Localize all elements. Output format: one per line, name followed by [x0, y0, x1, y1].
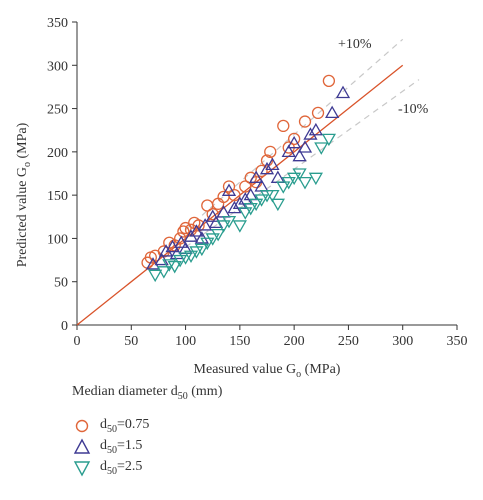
point-d50-15 — [297, 140, 313, 153]
minus-10-annotation: -10% — [398, 102, 429, 117]
triangle-down-marker-icon — [73, 461, 91, 477]
y-tick-label: 300 — [47, 59, 68, 74]
scatter-chart: 0 50 100 150 200 250 300 350 0 50 100 150 200 250 300 3… — [15, 16, 468, 380]
legend-item-d50-25: d50=2.5 — [72, 458, 332, 478]
x-tick-label: 50 — [124, 334, 138, 349]
point-d50-075 — [287, 132, 301, 146]
legend-item-d50-075: d50=0.75 — [72, 416, 332, 436]
point-d50-15 — [281, 144, 296, 158]
x-axis-label: Measured value Go (MPa) — [194, 362, 341, 380]
x-tick-label: 100 — [175, 334, 196, 349]
point-d50-15 — [259, 161, 275, 175]
point-d50-25 — [270, 198, 285, 212]
point-d50-15 — [227, 200, 242, 214]
point-d50-25 — [194, 243, 209, 257]
point-d50-075 — [239, 180, 252, 193]
legend-title: Median diameter d50 (mm) — [72, 384, 223, 402]
point-d50-075 — [277, 119, 290, 133]
y-tick-label: 200 — [47, 146, 68, 161]
y-tick-label: 150 — [47, 189, 68, 204]
circle-marker-icon — [75, 419, 89, 432]
point-d50-25 — [216, 220, 231, 233]
point-d50-25 — [249, 198, 264, 212]
point-d50-25 — [183, 250, 199, 264]
point-d50-075 — [173, 232, 187, 245]
point-d50-15 — [197, 218, 213, 231]
point-d50-15 — [292, 148, 307, 162]
point-d50-25 — [205, 233, 220, 246]
point-d50-075 — [322, 74, 336, 88]
point-d50-075 — [177, 225, 190, 238]
legend-label: d50=2.5 — [100, 458, 143, 477]
y-tick-label: 100 — [47, 232, 68, 247]
point-d50-25 — [321, 133, 337, 147]
point-d50-15 — [174, 235, 189, 248]
point-d50-15 — [325, 105, 340, 119]
legend-label: d50=0.75 — [100, 416, 150, 435]
point-d50-15 — [308, 122, 323, 136]
point-d50-15 — [189, 224, 204, 237]
point-d50-25 — [156, 266, 171, 279]
point-d50-15 — [265, 157, 280, 170]
legend-item-d50-15: d50=1.5 — [72, 437, 332, 457]
point-d50-25 — [189, 246, 204, 259]
point-d50-25 — [211, 228, 226, 242]
point-d50-075 — [222, 180, 236, 193]
data-points — [141, 74, 351, 283]
point-d50-25 — [232, 220, 247, 233]
x-tick-label: 0 — [74, 334, 81, 349]
point-d50-25 — [308, 172, 323, 186]
point-d50-15 — [287, 135, 302, 149]
point-d50-15 — [249, 170, 264, 183]
point-d50-15 — [221, 183, 237, 196]
reference-line-minus-10 — [185, 79, 420, 248]
point-d50-15 — [158, 244, 174, 257]
legend-label: d50=1.5 — [100, 437, 143, 456]
point-d50-075 — [260, 154, 274, 167]
point-d50-25 — [167, 260, 182, 274]
y-tick-label: 0 — [61, 319, 68, 334]
y-tick-label: 250 — [47, 103, 68, 118]
point-d50-25 — [162, 259, 177, 272]
plus-10-annotation: +10% — [338, 37, 372, 52]
x-tick-label: 150 — [229, 334, 250, 349]
point-d50-15 — [335, 85, 351, 99]
point-d50-075 — [264, 145, 277, 159]
point-d50-25 — [297, 177, 313, 190]
point-d50-25 — [314, 142, 329, 155]
point-d50-25 — [148, 269, 163, 283]
point-d50-075 — [298, 115, 312, 128]
point-d50-25 — [173, 254, 188, 268]
point-d50-25 — [254, 194, 269, 207]
point-d50-25 — [243, 202, 258, 216]
point-d50-25 — [292, 168, 307, 181]
point-d50-25 — [200, 237, 215, 251]
point-d50-25 — [238, 207, 253, 220]
point-d50-25 — [276, 181, 291, 194]
y-tick-label: 350 — [47, 16, 68, 31]
point-d50-15 — [303, 127, 318, 140]
legend: Median diameter d50 (mm) d50=0.75 d50=1.… — [72, 384, 332, 479]
point-d50-075 — [311, 106, 325, 120]
triangle-up-marker-icon — [73, 438, 91, 454]
y-tick-label: 50 — [54, 276, 68, 291]
point-d50-075 — [163, 236, 176, 249]
y-axis-label: Predicted value Go (MPa) — [15, 122, 33, 267]
point-d50-25 — [287, 172, 302, 186]
point-d50-075 — [192, 219, 205, 232]
point-d50-25 — [221, 215, 237, 229]
axes: 0 50 100 150 200 250 300 350 0 50 100 150 200 250 300 3… — [47, 16, 468, 349]
x-tick-label: 300 — [392, 334, 413, 349]
point-d50-25 — [281, 177, 296, 190]
point-d50-075 — [206, 208, 219, 221]
reference-line-plus-10 — [185, 38, 404, 231]
x-tick-label: 350 — [447, 334, 468, 349]
x-tick-label: 250 — [338, 334, 359, 349]
point-d50-25 — [265, 189, 280, 203]
x-tick-label: 200 — [284, 334, 305, 349]
